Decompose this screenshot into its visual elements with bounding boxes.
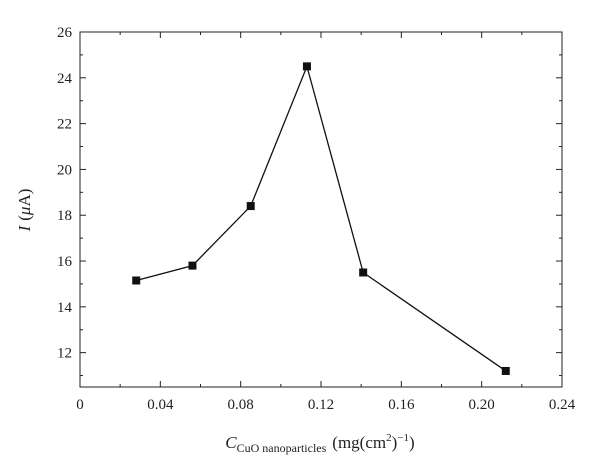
tick-labels: 0 0.04 0.08 0.12 0.16 0.20 0.24 12 14 16 18 20 22 24 2… bbox=[57, 25, 576, 413]
x-axis-title: CCuO nanoparticles (mg(cm2)−1) bbox=[225, 432, 414, 455]
x-tick-label: 0.04 bbox=[147, 397, 174, 413]
y-axis-symbol: I bbox=[15, 224, 34, 232]
plot-frame bbox=[79, 31, 563, 388]
data-point bbox=[132, 276, 141, 285]
x-axis-subscript: CuO nanoparticles bbox=[237, 441, 327, 455]
y-axis-unit-open: ( bbox=[15, 215, 34, 221]
x-axis-unit-mid: ) bbox=[392, 433, 398, 452]
x-axis-unit-sup: 2 bbox=[386, 432, 392, 444]
y-tick-label: 16 bbox=[57, 254, 73, 270]
y-tick-label: 12 bbox=[57, 346, 72, 362]
x-axis-symbol: C bbox=[225, 433, 237, 452]
x-axis-unit-sup2: −1 bbox=[397, 432, 409, 444]
y-tick-label: 22 bbox=[57, 117, 72, 133]
y-axis-title: I (μA) bbox=[15, 189, 34, 233]
x-tick-label: 0.16 bbox=[388, 397, 415, 413]
y-axis-unit-rest: A) bbox=[15, 189, 34, 207]
y-tick-label: 14 bbox=[57, 300, 73, 316]
data-point bbox=[501, 366, 510, 375]
y-tick-label: 24 bbox=[57, 71, 73, 87]
y-tick-label: 20 bbox=[57, 162, 72, 178]
x-axis-unit-open: (mg(cm bbox=[332, 433, 386, 452]
x-tick-label: 0.08 bbox=[228, 397, 254, 413]
series-line bbox=[136, 64, 507, 372]
x-tick-label: 0.20 bbox=[469, 397, 495, 413]
x-tick-label: 0.24 bbox=[549, 397, 576, 413]
x-tick-label: 0.12 bbox=[308, 397, 334, 413]
data-point bbox=[246, 202, 255, 211]
y-tick-label: 26 bbox=[57, 25, 73, 41]
data-point bbox=[359, 268, 368, 277]
data-point bbox=[188, 261, 197, 270]
series-layer bbox=[132, 62, 510, 375]
data-point bbox=[302, 62, 311, 71]
x-tick-label: 0 bbox=[76, 397, 84, 413]
axis-ticks bbox=[79, 31, 563, 387]
y-axis-unit-mu: μ bbox=[15, 207, 34, 217]
y-tick-label: 18 bbox=[57, 208, 72, 224]
x-axis-unit-close: ) bbox=[409, 433, 415, 452]
